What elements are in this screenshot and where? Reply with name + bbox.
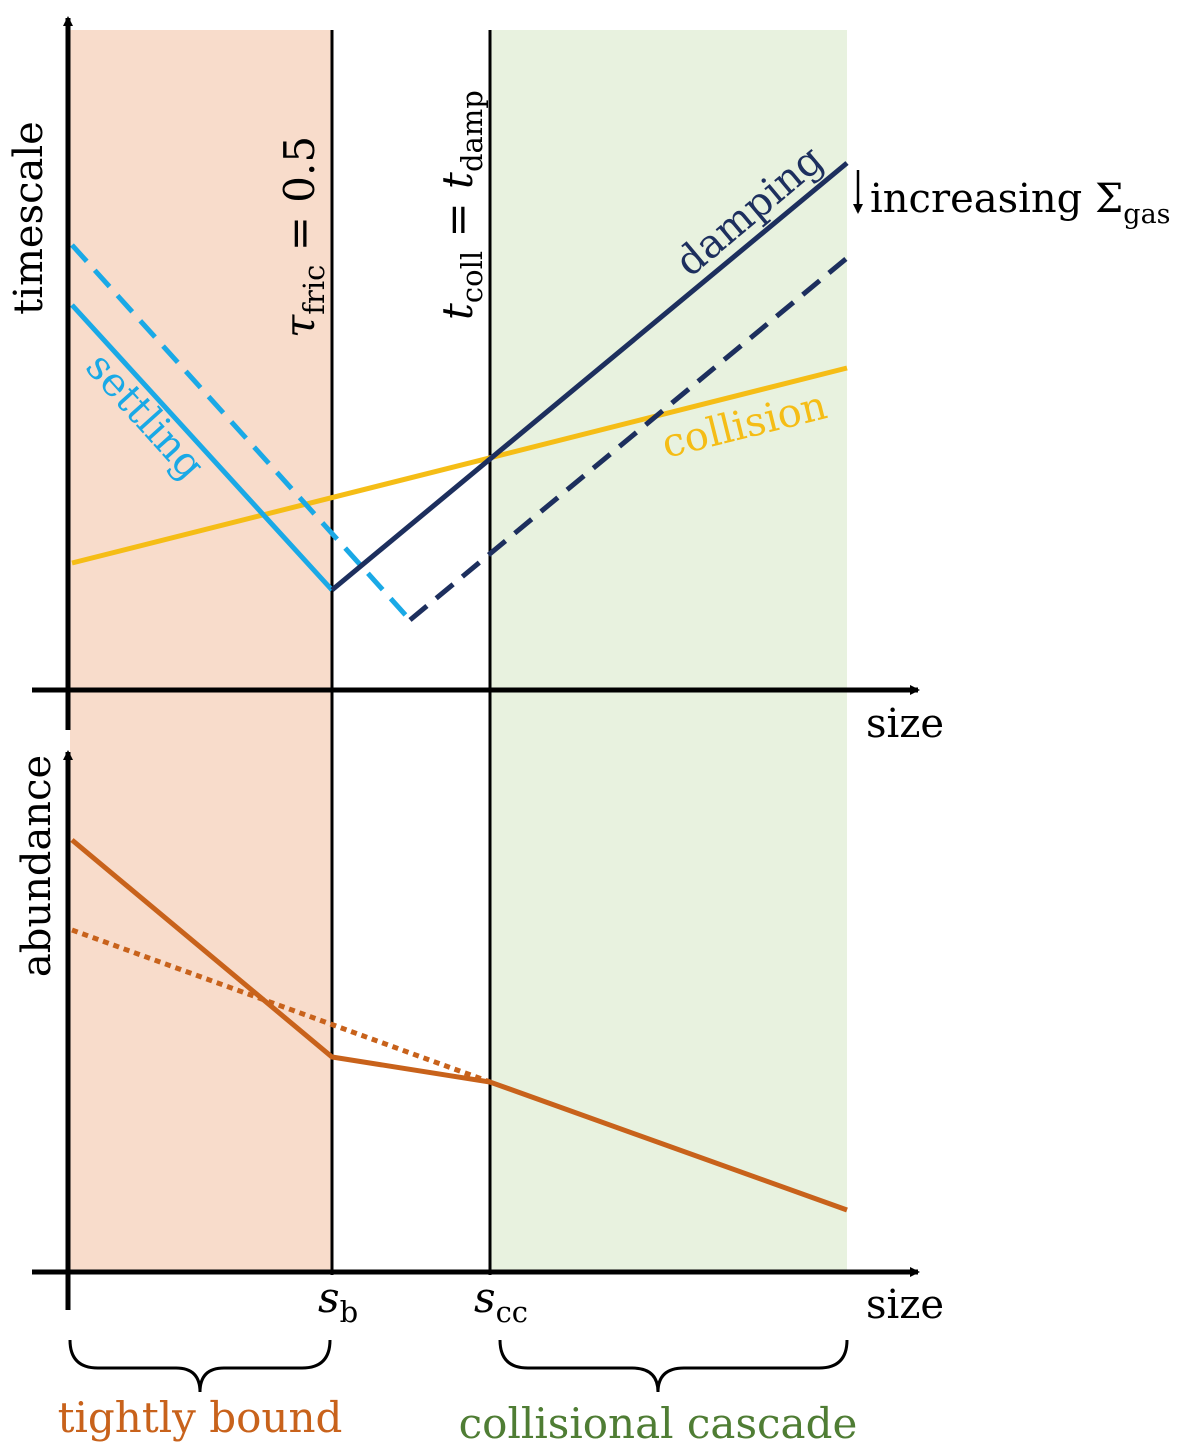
tau-fric-label: τfric = 0.5 [275, 136, 331, 338]
collisional-cascade-label: collisional cascade [459, 1399, 858, 1448]
tightly-bound-brace [68, 1339, 332, 1393]
damping-line-solid [330, 161, 849, 592]
settling-line-dashed [70, 243, 412, 622]
collision-line [71, 365, 848, 566]
tightly-bound-label: tightly bound [58, 1393, 343, 1442]
bottom-xlabel: size [866, 1282, 944, 1328]
tcoll-tdamp-label: tcoll = tdamp [433, 90, 489, 320]
abundance-line-solid [70, 838, 848, 1213]
abundance-line-dotted [71, 927, 491, 1085]
scc-tick-label: scc [474, 1273, 528, 1329]
top-ylabel: timescale [6, 121, 52, 315]
bottom-ylabel: abundance [14, 755, 60, 977]
damping-line-dashed [408, 256, 849, 622]
top-xlabel: size [866, 701, 944, 747]
increasing-sigma-label: increasing Σgas [870, 176, 1171, 230]
tightly-bound-region [70, 30, 332, 1270]
collisional-cascade-region [490, 30, 847, 1270]
collisional-cascade-brace [498, 1339, 849, 1393]
sb-tick-label: sb [318, 1273, 358, 1329]
settling-line-solid [70, 303, 334, 592]
